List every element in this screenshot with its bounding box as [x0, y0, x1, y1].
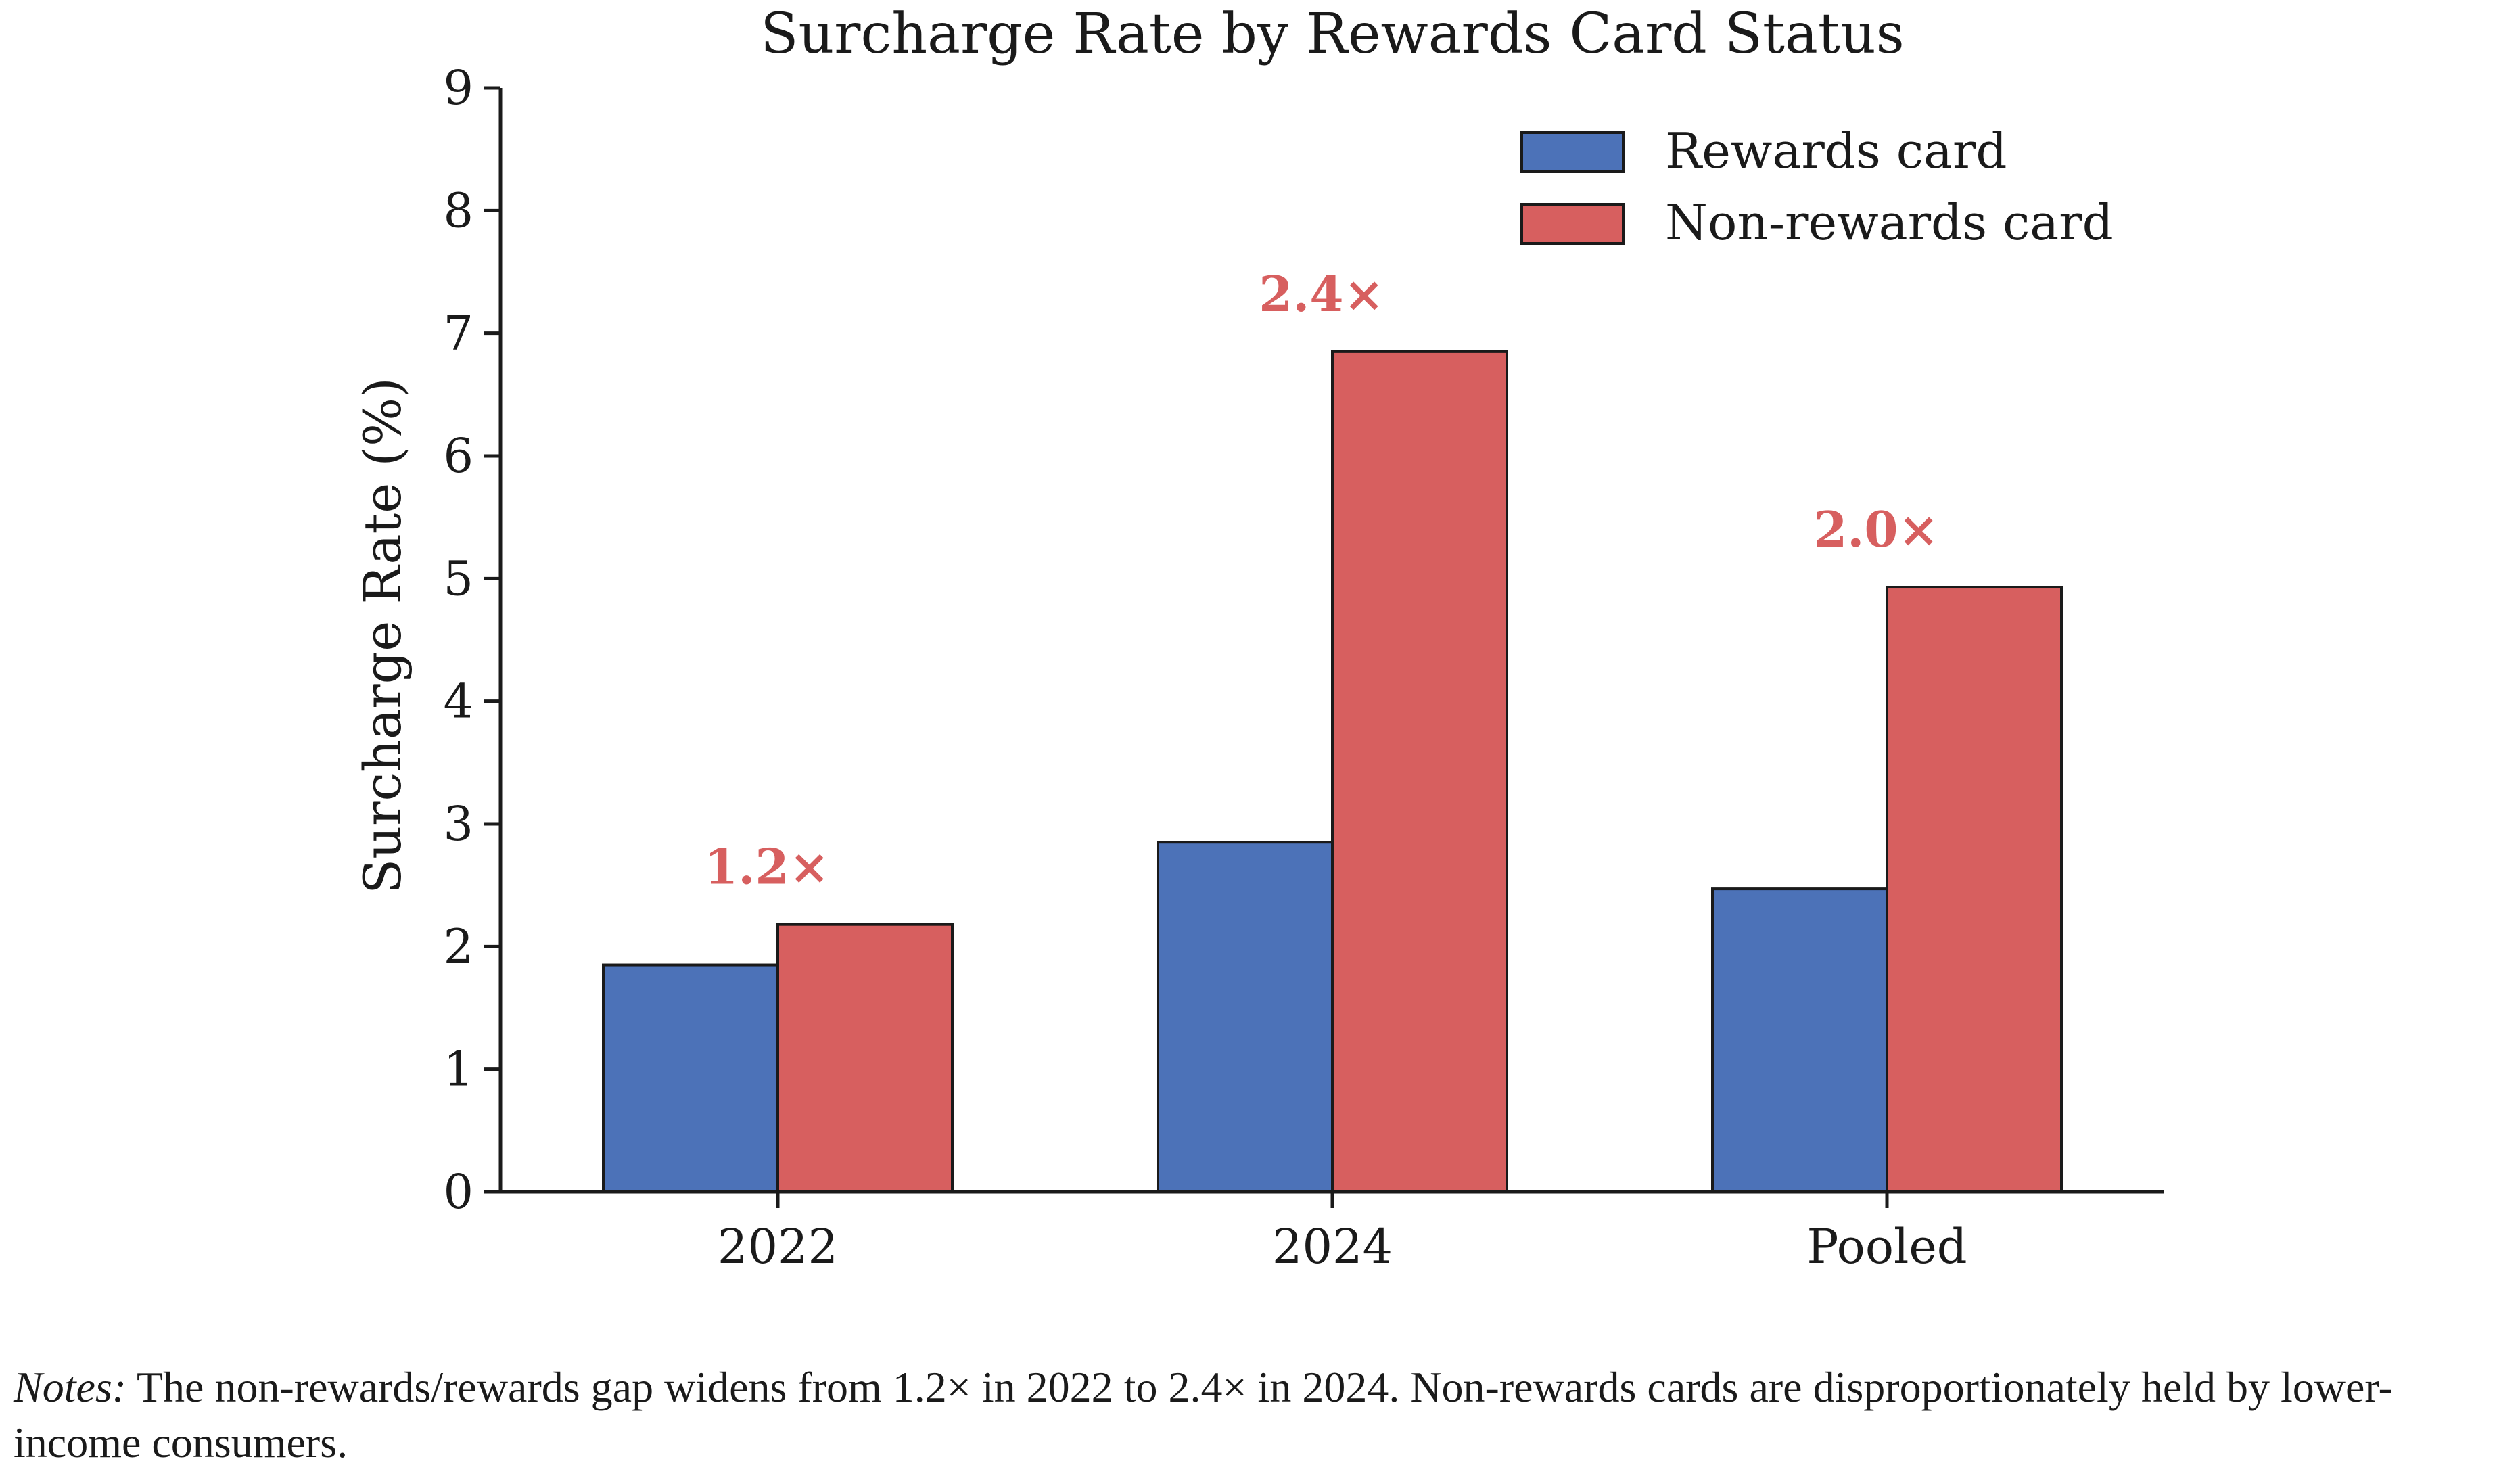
y-tick-label: 8 — [443, 183, 473, 238]
x-tick-label: Pooled — [1806, 1219, 1967, 1274]
bar-rewards-card — [1711, 887, 1888, 1194]
bar-rewards-card — [602, 963, 779, 1193]
y-tick-label: 1 — [443, 1042, 473, 1097]
ratio-annotation: 2.4× — [1259, 265, 1384, 323]
legend-swatch — [1520, 131, 1625, 173]
legend-label: Rewards card — [1665, 122, 2007, 179]
y-tick-label: 4 — [443, 674, 473, 729]
y-tick-label: 5 — [443, 551, 473, 606]
ratio-annotation: 2.0× — [1813, 501, 1939, 558]
x-tick-label: 2022 — [718, 1219, 838, 1274]
y-tick-label: 6 — [443, 428, 473, 484]
legend: Rewards card Non-rewards card — [1520, 122, 2114, 251]
y-axis-label: Surcharge Rate (%) — [352, 377, 413, 894]
y-tick-label: 9 — [443, 60, 473, 116]
ratio-annotation: 1.2× — [704, 838, 830, 896]
y-tick-label: 3 — [443, 796, 473, 852]
bar-rewards-card — [1157, 841, 1334, 1193]
legend-swatch — [1520, 203, 1625, 245]
notes-text: The non-rewards/rewards gap widens from … — [14, 1363, 2393, 1466]
bar-non-rewards-card — [776, 923, 954, 1194]
notes: Notes: The non-rewards/rewards gap widen… — [14, 1360, 2509, 1471]
notes-label: Notes: — [14, 1363, 127, 1411]
legend-label: Non-rewards card — [1665, 194, 2114, 251]
chart-title: Surcharge Rate by Rewards Card Status — [760, 2, 1904, 66]
y-tick-label: 0 — [443, 1164, 473, 1220]
bar-non-rewards-card — [1331, 350, 1508, 1193]
bar-non-rewards-card — [1886, 586, 2063, 1193]
x-tick-label: 2024 — [1272, 1219, 1393, 1274]
y-tick-label: 7 — [443, 306, 473, 361]
y-tick-label: 2 — [443, 919, 473, 974]
